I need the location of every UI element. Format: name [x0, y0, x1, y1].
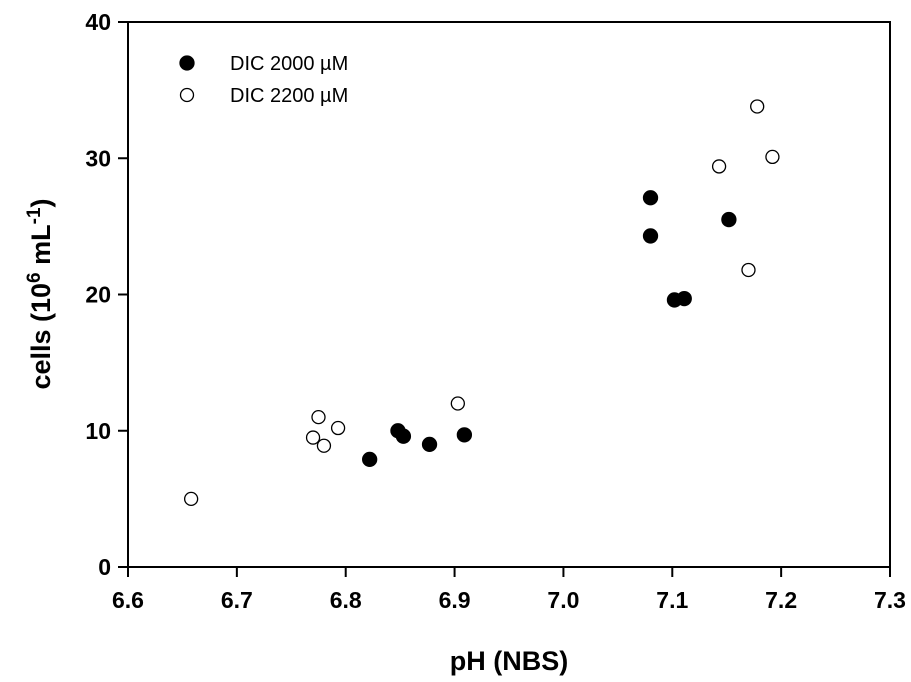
x-tick-label: 7.1 [656, 587, 688, 613]
y-axis-title-part2: mL [26, 224, 56, 272]
data-point-series-2 [711, 159, 727, 174]
y-axis-title: cells (106 mL-1) [24, 198, 56, 389]
data-point-series-1 [456, 427, 473, 443]
x-tick-label: 7.2 [765, 587, 797, 613]
y-axis: 0 10 20 30 40 [85, 9, 128, 580]
y-axis-title-part3: ) [26, 198, 56, 207]
data-point-series-2 [305, 430, 321, 445]
data-points [183, 99, 780, 507]
data-point-series-1 [362, 451, 378, 468]
data-point-series-2 [316, 438, 332, 453]
data-point-series-1 [642, 190, 659, 206]
legend-marker [179, 87, 195, 103]
x-tick-label: 7.3 [874, 587, 906, 613]
data-point-series-1 [676, 290, 692, 307]
data-point-series-2 [765, 149, 780, 165]
data-point-series-1 [642, 228, 659, 244]
y-axis-title-sup2: -1 [24, 207, 45, 224]
x-tick-label: 6.6 [112, 587, 144, 613]
data-point-series-2 [183, 491, 199, 507]
y-tick-label: 40 [85, 9, 111, 35]
y-tick-label: 10 [85, 418, 111, 444]
data-point-series-1 [721, 211, 737, 228]
y-axis-title-part1: cells (10 [26, 283, 56, 390]
x-axis-title: pH (NBS) [450, 646, 568, 676]
data-point-series-2 [311, 409, 326, 425]
legend: DIC 2000 µM DIC 2200 µM [179, 53, 348, 107]
legend-label: DIC 2200 µM [230, 85, 348, 107]
x-tick-label: 6.9 [439, 587, 471, 613]
x-axis: 6.6 6.7 6.8 6.9 7.0 7.1 7.2 7.3 [112, 567, 906, 613]
x-tick-label: 7.0 [547, 587, 579, 613]
data-point-series-2 [330, 420, 346, 436]
y-tick-label: 20 [85, 282, 111, 308]
y-tick-label: 0 [98, 554, 111, 580]
data-point-series-2 [741, 262, 756, 278]
x-tick-label: 6.8 [330, 587, 362, 613]
y-tick-label: 30 [85, 145, 111, 171]
data-point-series-1 [421, 436, 438, 453]
y-axis-title-sup1: 6 [24, 272, 45, 283]
data-point-series-2 [750, 99, 765, 114]
data-point-series-2 [450, 396, 465, 411]
data-point-series-1 [395, 428, 412, 444]
x-tick-label: 6.7 [221, 587, 253, 613]
legend-marker [179, 55, 195, 71]
legend-label: DIC 2000 µM [230, 53, 348, 75]
